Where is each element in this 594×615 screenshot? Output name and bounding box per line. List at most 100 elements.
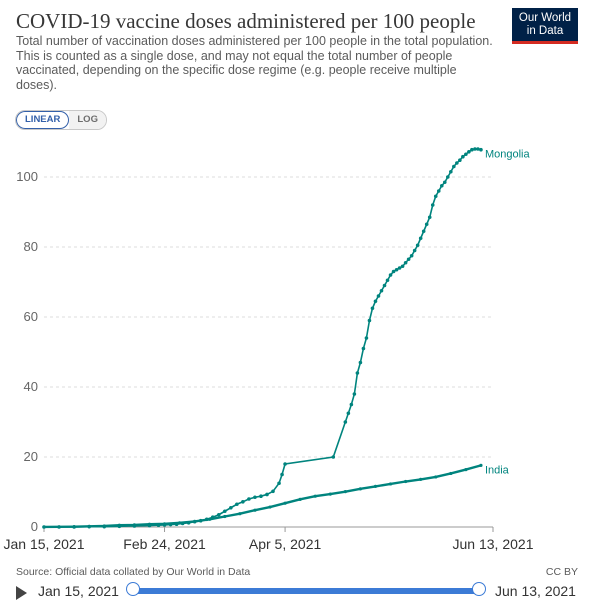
license-label[interactable]: CC BY (545, 566, 578, 578)
data-point-mongolia (216, 512, 221, 517)
data-point-india (147, 522, 152, 526)
data-point-mongolia (223, 509, 227, 514)
series-lines (42, 147, 483, 529)
data-point-india (238, 512, 242, 516)
timeline-end-handle[interactable] (472, 582, 486, 596)
data-point-india (464, 468, 468, 472)
series-line-mongolia[interactable] (44, 148, 482, 528)
data-point-mongolia (449, 169, 453, 174)
timeline-start-label: Jan 15, 2021 (38, 583, 119, 599)
data-point-india (328, 492, 332, 496)
logo-line-2: in Data (526, 25, 564, 37)
data-point-mongolia (424, 222, 429, 227)
y-tick-label: 80 (24, 239, 38, 254)
x-axis-ticks: Jan 15, 2021 Feb 24, 2021 Apr 5, 2021 Jun 1… (4, 527, 534, 552)
data-point-india (343, 490, 347, 494)
x-tick-label: Apr 5, 2021 (249, 536, 322, 552)
y-tick-label: 60 (24, 309, 38, 324)
timeline-start-handle[interactable] (126, 582, 140, 596)
data-point-india (117, 523, 121, 527)
data-point-mongolia (283, 462, 287, 466)
data-point-mongolia (439, 183, 444, 188)
linear-scale-button[interactable]: LINEAR (16, 111, 70, 129)
data-point-mongolia (394, 267, 399, 272)
data-point-mongolia (382, 283, 387, 288)
data-point-india (434, 475, 438, 479)
data-point-mongolia (352, 392, 357, 396)
data-point-india (358, 487, 363, 491)
chart-subtitle: Total number of vaccination doses admini… (16, 34, 493, 92)
data-point-mongolia (367, 318, 372, 323)
data-point-india (162, 522, 167, 526)
data-point-mongolia (433, 194, 438, 199)
data-point-mongolia (355, 371, 360, 375)
owid-logo[interactable]: Our World in Data (512, 8, 578, 44)
line-chart: 0 20 40 60 80 100 Jan 15, 2021 Feb 24, 2021 Apr… (4, 147, 534, 552)
data-point-india (132, 523, 137, 527)
data-point-mongolia (391, 269, 396, 274)
data-point-mongolia (349, 402, 354, 407)
data-point-india (449, 471, 453, 476)
source-note[interactable]: Source: Official data collated by Our Wo… (16, 566, 251, 578)
data-point-mongolia (445, 175, 450, 179)
y-axis-ticks: 0 20 40 60 80 100 (16, 169, 38, 534)
logo-line-1: Our World (518, 12, 572, 24)
data-point-mongolia (409, 253, 414, 258)
series-line-india[interactable] (43, 464, 482, 529)
data-point-india (42, 525, 46, 529)
y-tick-label: 0 (31, 519, 38, 534)
series-label-india[interactable]: India (485, 464, 510, 476)
data-point-mongolia (415, 243, 420, 248)
data-point-mongolia (331, 455, 336, 459)
data-point-mongolia (479, 147, 483, 152)
data-point-india (208, 517, 212, 521)
series-labels: Mongolia India (485, 149, 531, 477)
data-point-india (373, 484, 378, 488)
data-point-mongolia (241, 500, 245, 504)
data-point-india (404, 479, 408, 484)
timeline-slider: Jan 15, 2021 Jun 13, 2021 (0, 578, 594, 606)
data-point-mongolia (458, 158, 462, 162)
data-point-mongolia (473, 147, 477, 151)
data-point-india (419, 477, 423, 481)
data-point-mongolia (412, 248, 417, 253)
play-icon[interactable] (16, 586, 27, 600)
data-point-mongolia (358, 360, 363, 365)
data-point-mongolia (464, 152, 468, 157)
data-point-india (57, 525, 61, 529)
data-point-mongolia (265, 492, 269, 497)
data-point-india (102, 524, 106, 528)
data-point-india (479, 463, 483, 467)
data-point-mongolia (247, 497, 251, 501)
y-tick-label: 40 (24, 379, 38, 394)
data-point-mongolia (452, 164, 456, 169)
data-point-mongolia (403, 260, 408, 265)
scale-toggle: LINEAR LOG (15, 110, 107, 130)
data-point-india (72, 525, 76, 529)
data-point-mongolia (271, 489, 275, 494)
data-point-mongolia (385, 278, 390, 283)
log-scale-button[interactable]: LOG (69, 111, 106, 129)
chart-title: COVID-19 vaccine doses administered per … (16, 9, 476, 33)
data-point-mongolia (442, 180, 447, 185)
data-point-india (193, 519, 197, 524)
data-point-mongolia (430, 203, 435, 207)
data-point-mongolia (388, 273, 393, 277)
data-point-india (178, 521, 182, 525)
data-point-india (268, 505, 272, 509)
data-point-mongolia (455, 161, 459, 165)
x-tick-label: Jan 15, 2021 (4, 536, 85, 552)
data-point-india (253, 508, 257, 512)
data-point-mongolia (406, 257, 411, 262)
data-point-mongolia (461, 154, 465, 159)
timeline-track[interactable] (131, 588, 481, 594)
data-point-mongolia (421, 229, 426, 234)
data-point-mongolia (346, 411, 351, 416)
series-label-mongolia[interactable]: Mongolia (485, 149, 531, 161)
data-point-mongolia (476, 147, 480, 151)
data-point-mongolia (400, 264, 405, 269)
data-point-india (313, 494, 317, 498)
data-point-mongolia (379, 288, 384, 293)
data-point-mongolia (259, 494, 263, 499)
data-point-mongolia (418, 236, 423, 241)
